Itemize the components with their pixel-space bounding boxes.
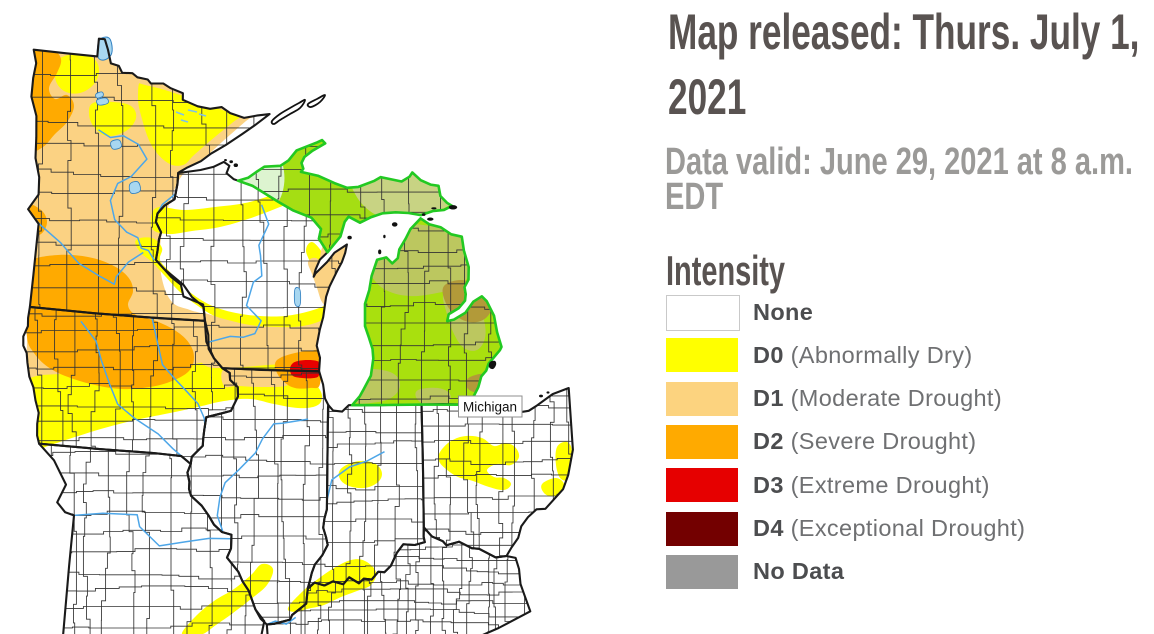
svg-text:Michigan: Michigan <box>463 400 517 415</box>
